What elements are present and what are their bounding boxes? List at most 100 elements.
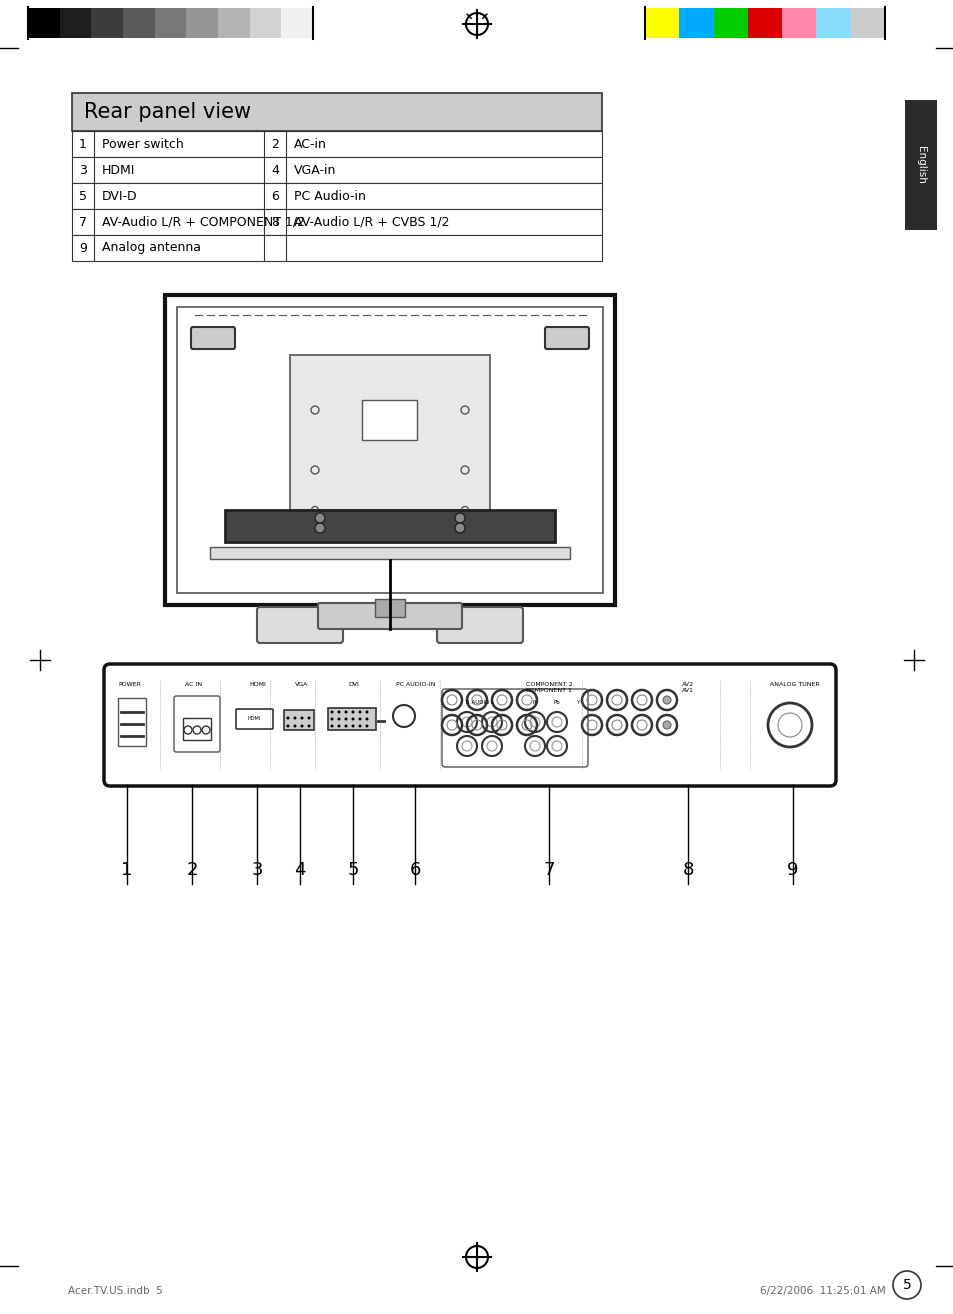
Text: HDMI: HDMI — [247, 716, 260, 721]
FancyBboxPatch shape — [436, 607, 522, 643]
Circle shape — [662, 721, 670, 729]
FancyBboxPatch shape — [441, 689, 587, 767]
Bar — [679, 8, 713, 38]
Text: 4: 4 — [294, 861, 305, 879]
Bar — [210, 547, 569, 558]
Bar — [850, 8, 884, 38]
Text: 6: 6 — [271, 189, 278, 202]
Text: 3: 3 — [251, 861, 262, 879]
Circle shape — [344, 711, 347, 714]
Bar — [154, 8, 186, 38]
Text: DVI: DVI — [348, 682, 359, 687]
Bar — [904, 100, 936, 230]
Bar — [816, 8, 850, 38]
Circle shape — [351, 711, 355, 714]
Circle shape — [365, 724, 368, 728]
Bar — [91, 8, 123, 38]
Circle shape — [337, 724, 340, 728]
Text: English: English — [915, 146, 925, 184]
Circle shape — [294, 724, 296, 728]
Bar — [362, 399, 417, 440]
Circle shape — [307, 724, 310, 728]
Bar — [60, 8, 91, 38]
Text: 6/22/2006  11:25:01 AM: 6/22/2006 11:25:01 AM — [760, 1286, 885, 1296]
Text: 9: 9 — [786, 861, 798, 879]
Bar — [284, 710, 314, 731]
Text: Y: Y — [576, 700, 579, 706]
Circle shape — [344, 724, 347, 728]
Circle shape — [455, 512, 464, 523]
Text: Pb: Pb — [553, 700, 559, 706]
Bar — [71, 156, 601, 183]
Bar — [281, 8, 313, 38]
Circle shape — [351, 717, 355, 720]
Bar — [290, 355, 490, 510]
Circle shape — [193, 727, 201, 735]
Text: Power switch: Power switch — [102, 138, 184, 151]
Text: POWER: POWER — [118, 682, 141, 687]
Text: DVI-D: DVI-D — [102, 189, 137, 202]
Text: 5: 5 — [79, 189, 87, 202]
Circle shape — [286, 716, 289, 720]
Bar — [186, 8, 218, 38]
Circle shape — [358, 717, 361, 720]
Text: Acer.TV.US.indb  5: Acer.TV.US.indb 5 — [68, 1286, 163, 1296]
Circle shape — [455, 523, 464, 533]
FancyBboxPatch shape — [317, 603, 461, 629]
Bar — [183, 717, 211, 740]
Bar — [781, 8, 816, 38]
Bar — [71, 235, 601, 261]
FancyBboxPatch shape — [235, 710, 273, 729]
Bar — [71, 209, 601, 235]
Text: VGA-in: VGA-in — [294, 163, 336, 176]
Circle shape — [294, 716, 296, 720]
Text: AV-Audio L/R + CVBS 1/2: AV-Audio L/R + CVBS 1/2 — [294, 215, 449, 229]
Bar — [747, 8, 781, 38]
Text: 5: 5 — [347, 861, 358, 879]
Bar — [118, 698, 146, 746]
FancyBboxPatch shape — [104, 664, 835, 786]
Text: AC IN: AC IN — [185, 682, 202, 687]
Text: 8: 8 — [681, 861, 693, 879]
Circle shape — [365, 717, 368, 720]
FancyBboxPatch shape — [191, 327, 234, 350]
Bar — [71, 93, 601, 131]
Text: 2: 2 — [271, 138, 278, 151]
Bar — [28, 8, 60, 38]
FancyBboxPatch shape — [256, 607, 343, 643]
Bar — [218, 8, 250, 38]
FancyBboxPatch shape — [544, 327, 588, 350]
Bar — [644, 8, 679, 38]
Text: AV2
AV1: AV2 AV1 — [681, 682, 694, 692]
Text: Analog antenna: Analog antenna — [102, 242, 201, 255]
Bar — [225, 510, 555, 541]
Bar — [177, 307, 602, 593]
Text: ANALOG TUNER: ANALOG TUNER — [769, 682, 819, 687]
Text: 7: 7 — [79, 215, 87, 229]
Text: 4: 4 — [271, 163, 278, 176]
Text: 6: 6 — [409, 861, 420, 879]
Text: 5: 5 — [902, 1279, 910, 1292]
Circle shape — [330, 711, 334, 714]
Text: R AUDIO L: R AUDIO L — [465, 700, 494, 706]
Bar — [375, 599, 405, 618]
Circle shape — [307, 716, 310, 720]
Circle shape — [358, 724, 361, 728]
Text: 1: 1 — [121, 861, 132, 879]
Circle shape — [202, 727, 210, 735]
Circle shape — [314, 523, 325, 533]
FancyBboxPatch shape — [173, 696, 220, 752]
Text: HDMI: HDMI — [102, 163, 135, 176]
Circle shape — [337, 717, 340, 720]
Text: 7: 7 — [542, 861, 554, 879]
Circle shape — [358, 711, 361, 714]
Circle shape — [300, 716, 303, 720]
Text: PC Audio-in: PC Audio-in — [294, 189, 366, 202]
Text: AC-in: AC-in — [294, 138, 327, 151]
Circle shape — [184, 727, 192, 735]
Text: 8: 8 — [271, 215, 278, 229]
Circle shape — [344, 717, 347, 720]
Text: HDMI: HDMI — [250, 682, 266, 687]
Text: Rear panel view: Rear panel view — [84, 102, 251, 122]
Circle shape — [300, 724, 303, 728]
